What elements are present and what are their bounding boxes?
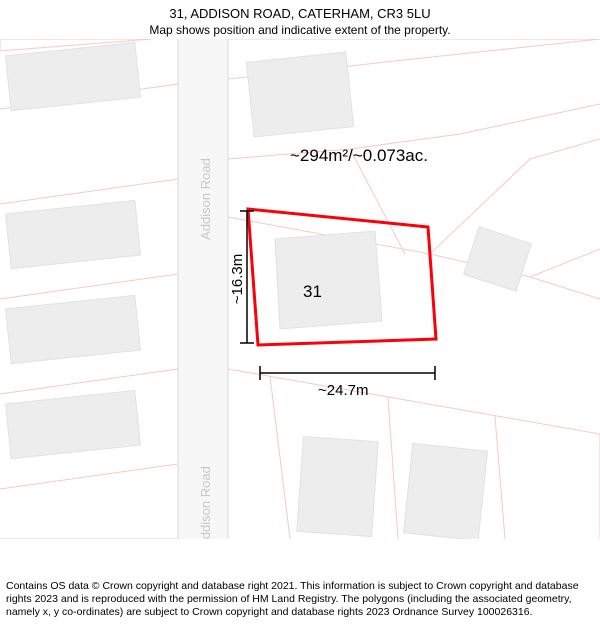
road-label: Addison Road xyxy=(198,158,213,240)
page-subtitle: Map shows position and indicative extent… xyxy=(10,23,590,37)
height-label: ~16.3m xyxy=(229,254,246,304)
area-label: ~294m²/~0.073ac. xyxy=(290,146,428,165)
road-label: Addison Road xyxy=(198,466,213,539)
highlight-building xyxy=(275,231,382,329)
property-number-label: 31 xyxy=(303,282,322,301)
map-svg: 31 Addison Road Addison Road ~294m²/~0.073a… xyxy=(0,39,600,539)
map-canvas: 31 Addison Road Addison Road ~294m²/~0.073a… xyxy=(0,39,600,539)
width-label: ~24.7m xyxy=(318,382,368,399)
road-fill xyxy=(178,39,228,539)
copyright-footer: Contains OS data © Crown copyright and d… xyxy=(0,576,600,625)
building-footprint xyxy=(404,443,488,539)
page-title: 31, ADDISON ROAD, CATERHAM, CR3 5LU xyxy=(10,6,590,21)
header: 31, ADDISON ROAD, CATERHAM, CR3 5LU Map … xyxy=(0,0,600,39)
building-footprint xyxy=(246,52,353,137)
building-footprint xyxy=(297,436,378,536)
